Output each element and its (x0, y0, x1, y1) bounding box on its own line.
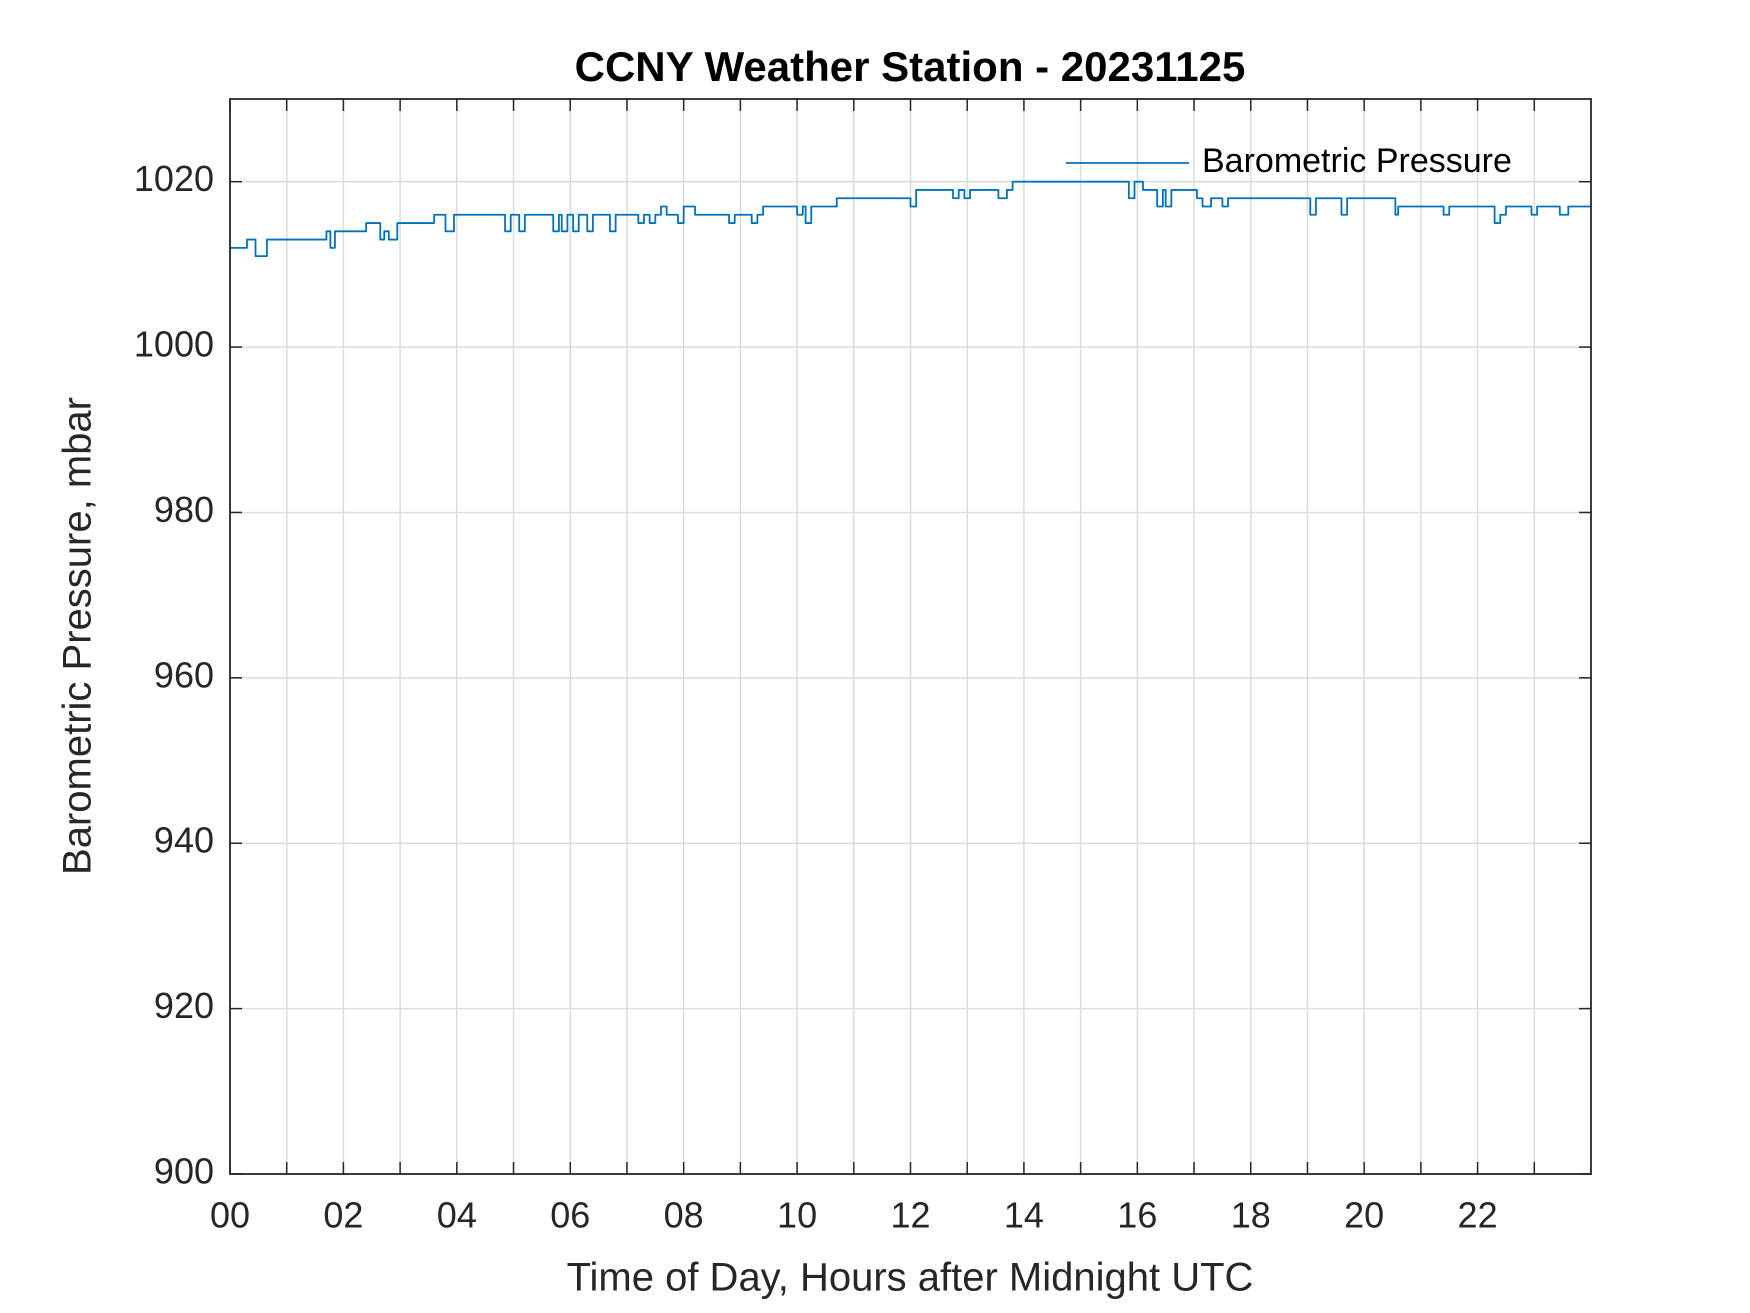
x-tick-label: 20 (1344, 1195, 1384, 1236)
x-tick-label: 06 (550, 1195, 590, 1236)
axes-box (229, 98, 1592, 1175)
y-tick-label: 920 (154, 985, 214, 1026)
ticks (229, 99, 1591, 1175)
x-tick-label: 16 (1117, 1195, 1157, 1236)
y-tick-label: 980 (154, 489, 214, 530)
x-tick-label: 18 (1231, 1195, 1271, 1236)
x-tick-label: 12 (890, 1195, 930, 1236)
y-tick-label: 1020 (134, 158, 214, 199)
x-tick-label: 00 (210, 1195, 250, 1236)
y-tick-label: 960 (154, 654, 214, 695)
x-tick-label: 14 (1004, 1195, 1044, 1236)
chart-title: CCNY Weather Station - 20231125 (575, 43, 1246, 90)
x-tick-label: 22 (1458, 1195, 1498, 1236)
y-tick-label: 1000 (134, 324, 214, 365)
y-axis-label: Barometric Pressure, mbar (56, 397, 100, 875)
x-tick-label: 02 (323, 1195, 363, 1236)
data-line (230, 180, 1591, 258)
y-tick-label: 900 (154, 1151, 214, 1192)
x-tick-label: 10 (777, 1195, 817, 1236)
legend-label: Barometric Pressure (1202, 142, 1512, 180)
x-axis-label: Time of Day, Hours after Midnight UTC (567, 1256, 1254, 1300)
y-tick-label: 940 (154, 820, 214, 861)
x-tick-label: 04 (437, 1195, 477, 1236)
x-tick-label: 08 (664, 1195, 704, 1236)
